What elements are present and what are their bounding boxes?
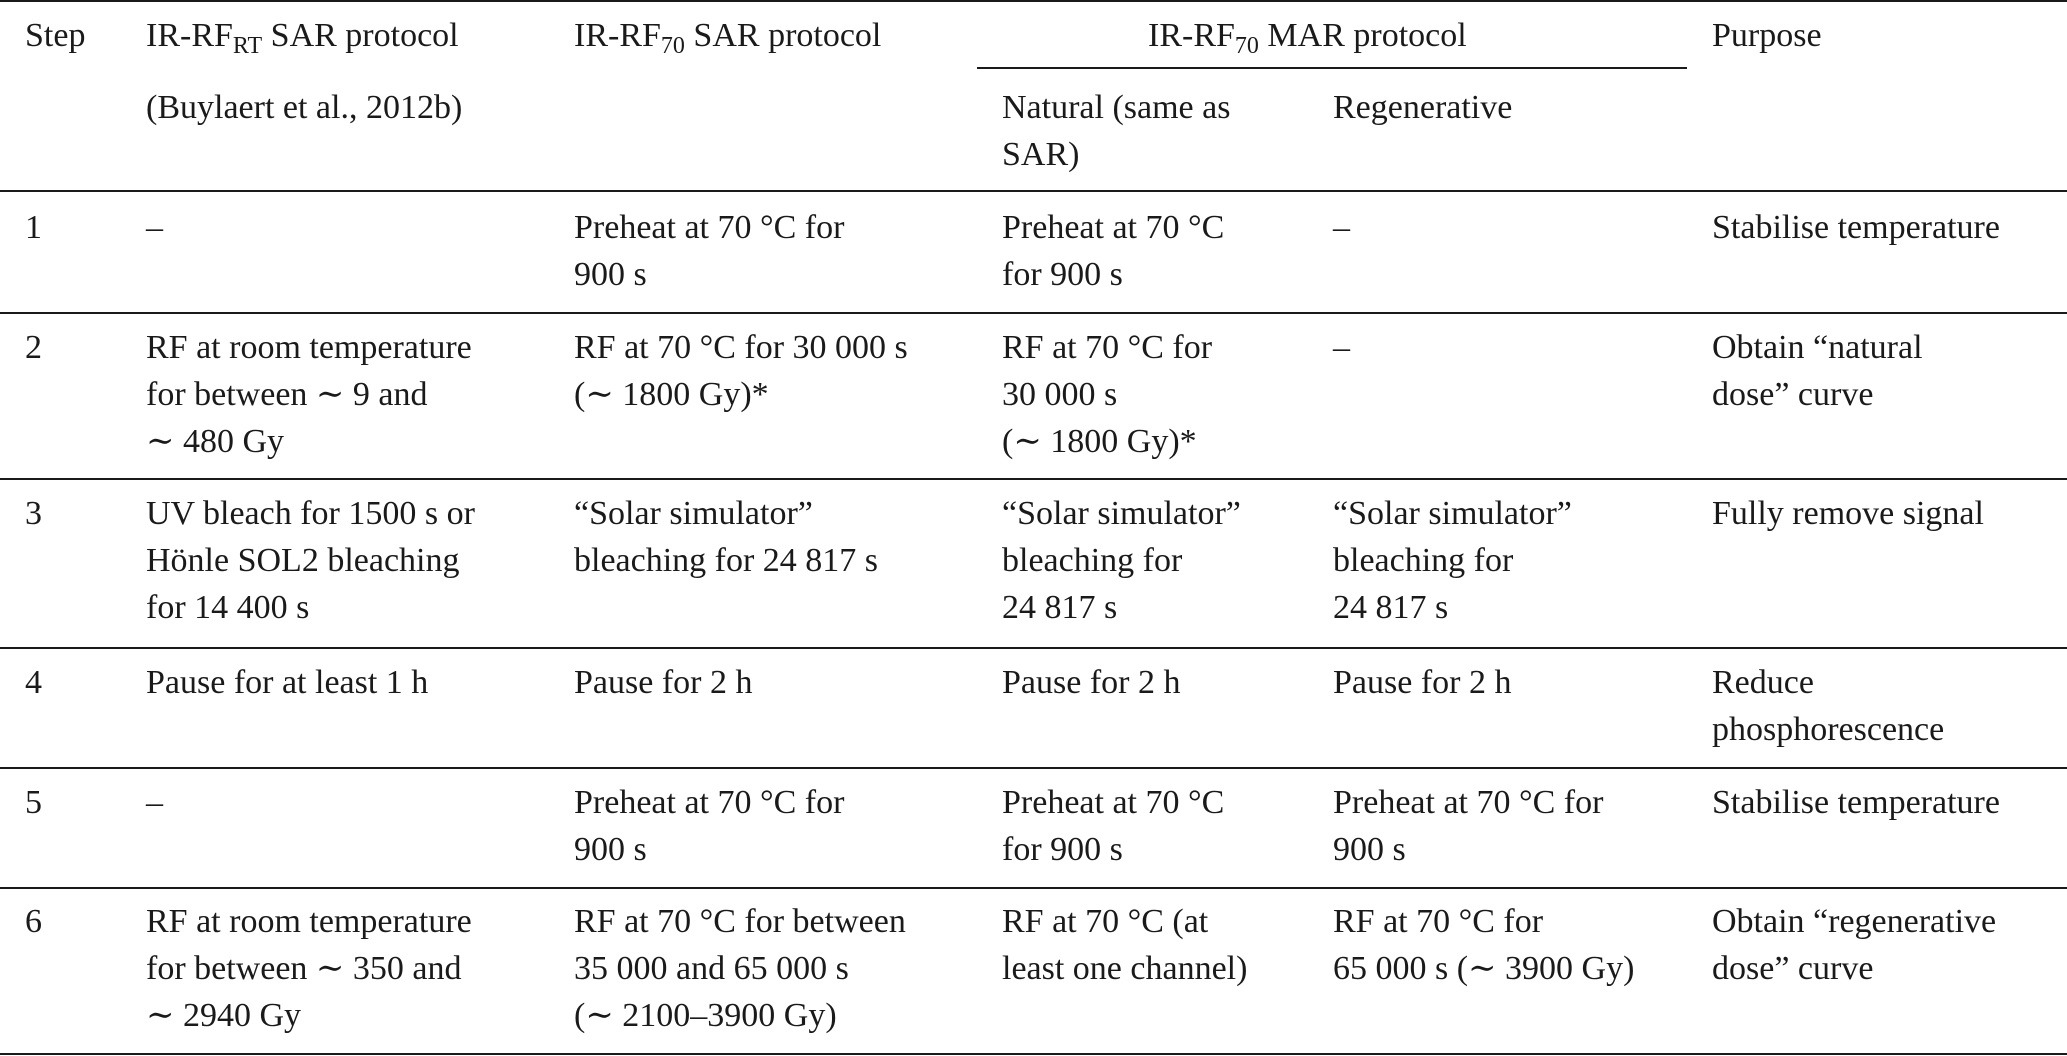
row-rule-2 <box>0 478 2067 480</box>
row-5-sar70: Preheat at 70 °C for 900 s <box>574 784 845 868</box>
header-bottom-rule <box>0 190 2067 192</box>
row-rule-1 <box>0 312 2067 314</box>
row-2-step: 2 <box>25 329 42 366</box>
row-1-purpose: Stabilise temperature <box>1712 209 2000 246</box>
row-1-mar-natural: Preheat at 70 °C for 900 s <box>1002 209 1225 293</box>
header-rt-sar: IR-RFRT SAR protocol <box>146 17 459 59</box>
header-mar-regenerative: Regenerative <box>1333 89 1513 126</box>
row-2-sar70: RF at 70 °C for 30 000 s (∼ 1800 Gy)* <box>574 329 908 413</box>
row-4-step: 4 <box>25 664 42 701</box>
row-6-sar70: RF at 70 °C for between 35 000 and 65 00… <box>574 903 906 1034</box>
row-1-rt: – <box>146 209 163 246</box>
header-step: Step <box>25 17 86 54</box>
mar-group-rule <box>977 67 1687 69</box>
row-4-mar-natural: Pause for 2 h <box>1002 664 1181 701</box>
row-rule-3 <box>0 647 2067 649</box>
row-6-mar-natural: RF at 70 °C (at least one channel) <box>1002 903 1248 987</box>
row-4-rt: Pause for at least 1 h <box>146 664 429 701</box>
row-6-mar-regen: RF at 70 °C for 65 000 s (∼ 3900 Gy) <box>1333 903 1635 987</box>
row-4-mar-regen: Pause for 2 h <box>1333 664 1512 701</box>
row-2-rt: RF at room temperature for between ∼ 9 a… <box>146 329 472 460</box>
row-3-rt: UV bleach for 1500 s or Hönle SOL2 bleac… <box>146 495 475 626</box>
row-2-mar-natural: RF at 70 °C for 30 000 s (∼ 1800 Gy)* <box>1002 329 1213 460</box>
row-2-mar-regen: – <box>1333 329 1350 366</box>
row-5-rt: – <box>146 784 163 821</box>
row-1-sar70: Preheat at 70 °C for 900 s <box>574 209 845 293</box>
row-3-step: 3 <box>25 495 42 532</box>
header-70-sar: IR-RF70 SAR protocol <box>574 17 882 59</box>
table-bottom-rule <box>0 1053 2067 1055</box>
row-6-step: 6 <box>25 903 42 940</box>
row-5-purpose: Stabilise temperature <box>1712 784 2000 821</box>
header-mar-natural: Natural (same as SAR) <box>1002 89 1231 173</box>
row-5-mar-natural: Preheat at 70 °C for 900 s <box>1002 784 1225 868</box>
row-4-purpose: Reduce phosphorescence <box>1712 664 1945 748</box>
row-6-rt: RF at room temperature for between ∼ 350… <box>146 903 472 1034</box>
row-rule-5 <box>0 887 2067 889</box>
row-2-purpose: Obtain “natural dose” curve <box>1712 329 1923 413</box>
table-top-rule <box>0 0 2067 2</box>
row-3-mar-regen: “Solar simulator” bleaching for 24 817 s <box>1333 495 1572 626</box>
header-purpose: Purpose <box>1712 17 1822 54</box>
row-5-mar-regen: Preheat at 70 °C for 900 s <box>1333 784 1604 868</box>
row-3-purpose: Fully remove signal <box>1712 495 1984 532</box>
row-3-sar70: “Solar simulator” bleaching for 24 817 s <box>574 495 879 579</box>
row-4-sar70: Pause for 2 h <box>574 664 753 701</box>
row-rule-4 <box>0 767 2067 769</box>
row-3-mar-natural: “Solar simulator” bleaching for 24 817 s <box>1002 495 1241 626</box>
row-1-step: 1 <box>25 209 42 246</box>
row-5-step: 5 <box>25 784 42 821</box>
header-70-mar: IR-RF70 MAR protocol <box>1148 17 1467 59</box>
row-6-purpose: Obtain “regenerative dose” curve <box>1712 903 1997 987</box>
header-rt-citation: (Buylaert et al., 2012b) <box>146 89 463 126</box>
row-1-mar-regen: – <box>1333 209 1350 246</box>
